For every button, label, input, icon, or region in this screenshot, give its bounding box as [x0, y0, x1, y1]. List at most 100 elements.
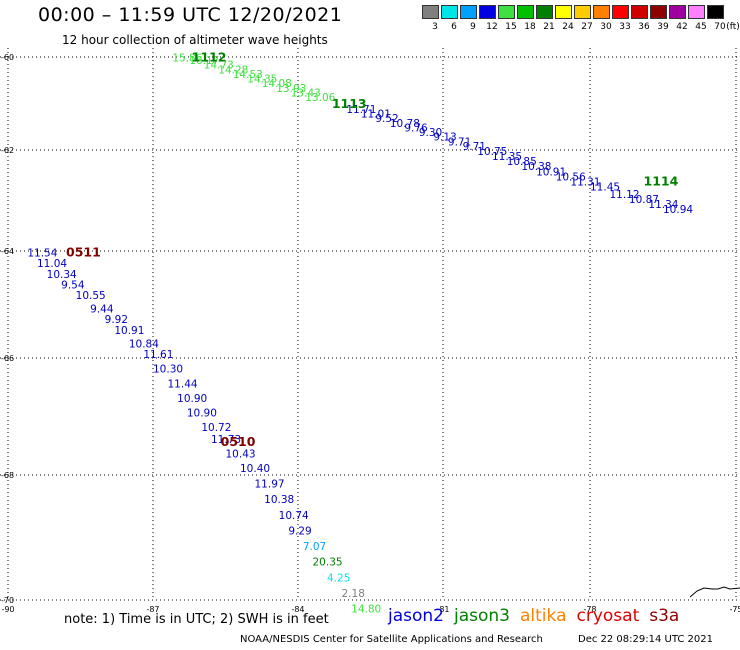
wave-height-label: 9.30	[419, 127, 442, 139]
color-scale-label: 12	[486, 22, 498, 32]
color-scale-label: 42	[676, 22, 688, 32]
wave-height-label: 4.25	[327, 572, 350, 584]
wave-height-label: 10.94	[663, 204, 693, 216]
wave-height-label: 10.91	[114, 325, 144, 337]
wave-height-label: 9.71	[448, 136, 471, 148]
wave-height-label: 9.92	[105, 314, 128, 326]
wave-height-label: 10.43	[226, 448, 256, 460]
wave-height-label: 10.91	[536, 166, 566, 178]
wave-height-label: 9.71	[463, 141, 486, 153]
wave-height-label: 9.44	[90, 304, 114, 316]
color-scale-swatch	[422, 5, 439, 19]
wave-height-label: 15.86	[172, 53, 202, 65]
wave-height-label: 10.30	[153, 364, 183, 376]
generated-timestamp: Dec 22 08:29:14 UTC 2021	[578, 634, 713, 645]
wave-height-label: 14.08	[262, 78, 292, 90]
pass-number-label: 0511	[66, 244, 101, 259]
wave-height-label: 11.54	[27, 247, 57, 259]
lon-tick-label: -90	[1, 605, 14, 614]
lat-tick-label: -70	[1, 596, 14, 605]
satellite-legend-entry: s3a	[649, 606, 680, 626]
color-scale-label: 36	[638, 22, 650, 32]
color-scale-label: 6	[451, 22, 457, 32]
lat-tick-label: -68	[1, 471, 14, 480]
wave-height-label: 11.31	[570, 176, 600, 188]
satellite-legend-entry: cryosat	[576, 606, 640, 626]
color-scale-label: 18	[524, 22, 536, 32]
color-scale-swatch	[650, 5, 667, 19]
color-scale-label: 15	[505, 22, 517, 32]
wave-height-label: 11.12	[609, 189, 639, 201]
satellite-legend: jason2 jason3 altika cryosat s3a	[388, 606, 689, 626]
wave-height-label: 14.80	[351, 604, 381, 616]
pass-number-label: 1113	[332, 96, 367, 111]
wave-height-label: 11.45	[590, 181, 620, 193]
lon-tick-label: -78	[583, 605, 596, 614]
wave-height-label: 11.61	[143, 349, 173, 361]
wave-height-label: 14.53	[233, 69, 263, 81]
wave-height-label: 10.85	[507, 156, 537, 168]
color-scale-label: 39	[657, 22, 669, 32]
wave-height-label: 10.34	[47, 269, 77, 281]
color-scale-swatch	[707, 5, 724, 19]
wave-height-label: 13.93	[276, 83, 306, 95]
wave-height-label: 10.55	[76, 290, 106, 302]
color-scale-label: 27	[581, 22, 593, 32]
page-subtitle: 12 hour collection of altimeter wave hei…	[62, 33, 328, 47]
wave-height-label: 10.56	[556, 171, 586, 183]
wave-height-label: 10.75	[477, 146, 507, 158]
wave-height-label: 14.73	[204, 60, 234, 72]
wave-height-label: 9.76	[404, 122, 428, 134]
color-scale-swatch	[688, 5, 705, 19]
wave-height-label: 7.07	[303, 541, 326, 553]
satellite-legend-entry: jason2	[388, 606, 444, 626]
color-scale-swatch	[669, 5, 686, 19]
graticule	[0, 48, 740, 601]
color-scale-swatch	[536, 5, 553, 19]
wave-height-label: 10.78	[390, 118, 420, 130]
color-scale-label: 3	[432, 22, 438, 32]
wave-height-label: 16.17	[189, 55, 219, 67]
wave-height-label: 14.35	[247, 74, 277, 86]
color-scale-label: 70	[714, 22, 726, 32]
color-scale-swatch	[612, 5, 629, 19]
color-scale-swatch	[593, 5, 610, 19]
satellite-legend-entry: jason3	[454, 606, 510, 626]
wave-height-label: 20.35	[313, 557, 343, 569]
wave-height-label: 10.40	[240, 463, 270, 475]
wave-height-label: 9.52	[375, 113, 398, 125]
wave-height-label: 10.38	[521, 161, 551, 173]
color-scale-label: 9	[470, 22, 476, 32]
wave-height-label: 11.44	[168, 378, 198, 390]
lon-tick-label: -75	[729, 605, 740, 614]
wave-height-label: 11.97	[255, 479, 285, 491]
color-scale-swatch	[574, 5, 591, 19]
wave-height-label: 14.28	[218, 64, 248, 76]
wave-height-label: 9.54	[61, 279, 85, 291]
wave-height-label: 13.06	[305, 92, 335, 104]
wave-height-label: 10.87	[629, 194, 659, 206]
lat-tick-label: -60	[1, 53, 14, 62]
lon-tick-label: -84	[291, 605, 304, 614]
satellite-legend-entry: altika	[520, 606, 567, 626]
wave-height-label: 11.35	[492, 151, 522, 163]
pass-number-label: 0510	[221, 434, 256, 449]
wave-height-label: 11.34	[648, 199, 678, 211]
wave-height-label: 11.73	[211, 434, 241, 446]
color-scale-label: 45	[695, 22, 707, 32]
wave-height-label: 9.13	[433, 132, 456, 144]
wave-height-label: 10.90	[177, 393, 207, 405]
wave-height-label: 13.43	[291, 88, 321, 100]
axis-tick-labels: -90 -87 -84 -81 -78 -75 -60 -62 -64 -66 -68 -70	[1, 53, 740, 614]
wave-height-label: 9.29	[288, 525, 311, 537]
color-scale-swatch	[631, 5, 648, 19]
pass-number-label: 1112	[192, 50, 227, 65]
lat-tick-label: -64	[1, 247, 14, 256]
wave-height-label: 11.01	[361, 108, 391, 120]
wave-height-label: 11.71	[346, 104, 376, 116]
color-scale-label: 30	[600, 22, 612, 32]
credit-line: NOAA/NESDIS Center for Satellite Applica…	[240, 634, 543, 645]
observation-labels: 15.8616.1714.7314.2814.5314.3514.0813.93…	[27, 53, 693, 616]
color-scale-label: 24	[562, 22, 574, 32]
